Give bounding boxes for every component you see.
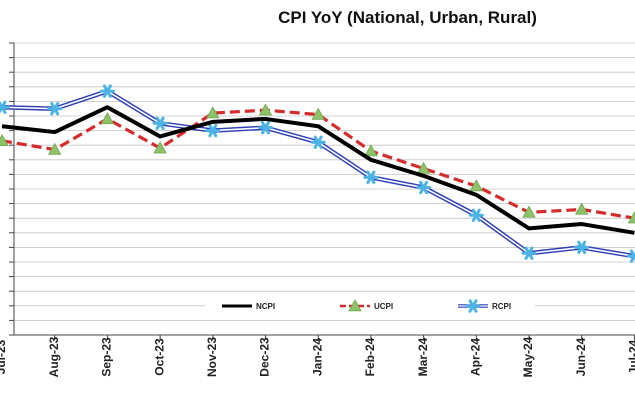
x-tick-label: Dec-23: [258, 337, 272, 377]
series-line: [1, 105, 635, 235]
data-point: [258, 103, 273, 116]
data-point: [468, 208, 484, 222]
gridlines: [14, 42, 635, 336]
data-point: [575, 202, 589, 215]
data-point: [363, 170, 379, 185]
data-point: [311, 107, 325, 120]
data-point: [574, 240, 590, 255]
legend-marker: [465, 299, 481, 313]
legend-label: UCPI: [374, 302, 393, 311]
legend: NCPI UCPI RCPI: [205, 297, 535, 315]
data-point: [0, 100, 10, 114]
x-tick-label: Jun-24: [574, 337, 588, 376]
data-point: [205, 123, 221, 138]
x-tick-label: Jul-24: [627, 339, 635, 374]
series-ncpi: [1, 105, 635, 235]
x-tick-label: Oct-23: [152, 338, 166, 376]
data-point: [153, 141, 167, 154]
legend-item-rcpi: RCPI: [458, 299, 511, 313]
series-ucpi: [0, 103, 635, 224]
chart-title: CPI YoY (National, Urban, Rural): [278, 8, 537, 27]
x-tick-label: Jul-23: [0, 339, 8, 374]
data-point: [47, 102, 63, 116]
x-tick-label: Aug-23: [47, 336, 61, 377]
legend-item-ucpi: UCPI: [340, 299, 393, 312]
data-point: [626, 249, 635, 263]
x-tick-labels: Jul-23 Aug-23 Sep-23 Oct-23 Nov-23 Dec-23 Jan-…: [0, 336, 635, 377]
series-lines: [0, 84, 635, 263]
legend-item-ncpi: NCPI: [222, 302, 275, 311]
data-point: [152, 116, 168, 130]
data-point: [627, 211, 635, 224]
data-point: [364, 144, 378, 157]
x-tick-label: Mar-24: [416, 337, 430, 376]
x-tick-label: Sep-23: [100, 337, 114, 377]
data-point: [522, 205, 536, 218]
data-point: [48, 142, 62, 155]
data-point: [99, 84, 115, 98]
x-tick-label: Apr-24: [468, 338, 482, 376]
data-point: [258, 120, 273, 135]
series-rcpi: [0, 84, 635, 263]
legend-label: NCPI: [256, 302, 275, 311]
data-point: [100, 112, 115, 125]
x-tick-label: Jan-24: [310, 338, 324, 376]
x-tick-label: May-24: [521, 336, 535, 377]
data-point: [206, 106, 220, 119]
legend-label: RCPI: [492, 302, 511, 311]
data-point: [0, 133, 9, 147]
axes: [9, 42, 635, 340]
x-tick-label: Nov-23: [205, 337, 219, 377]
legend-marker: [348, 299, 362, 312]
x-tick-label: Feb-24: [363, 337, 377, 376]
data-point: [310, 135, 326, 149]
data-point: [469, 179, 483, 192]
data-point: [416, 161, 431, 174]
data-point: [416, 180, 432, 195]
data-point: [521, 246, 537, 260]
